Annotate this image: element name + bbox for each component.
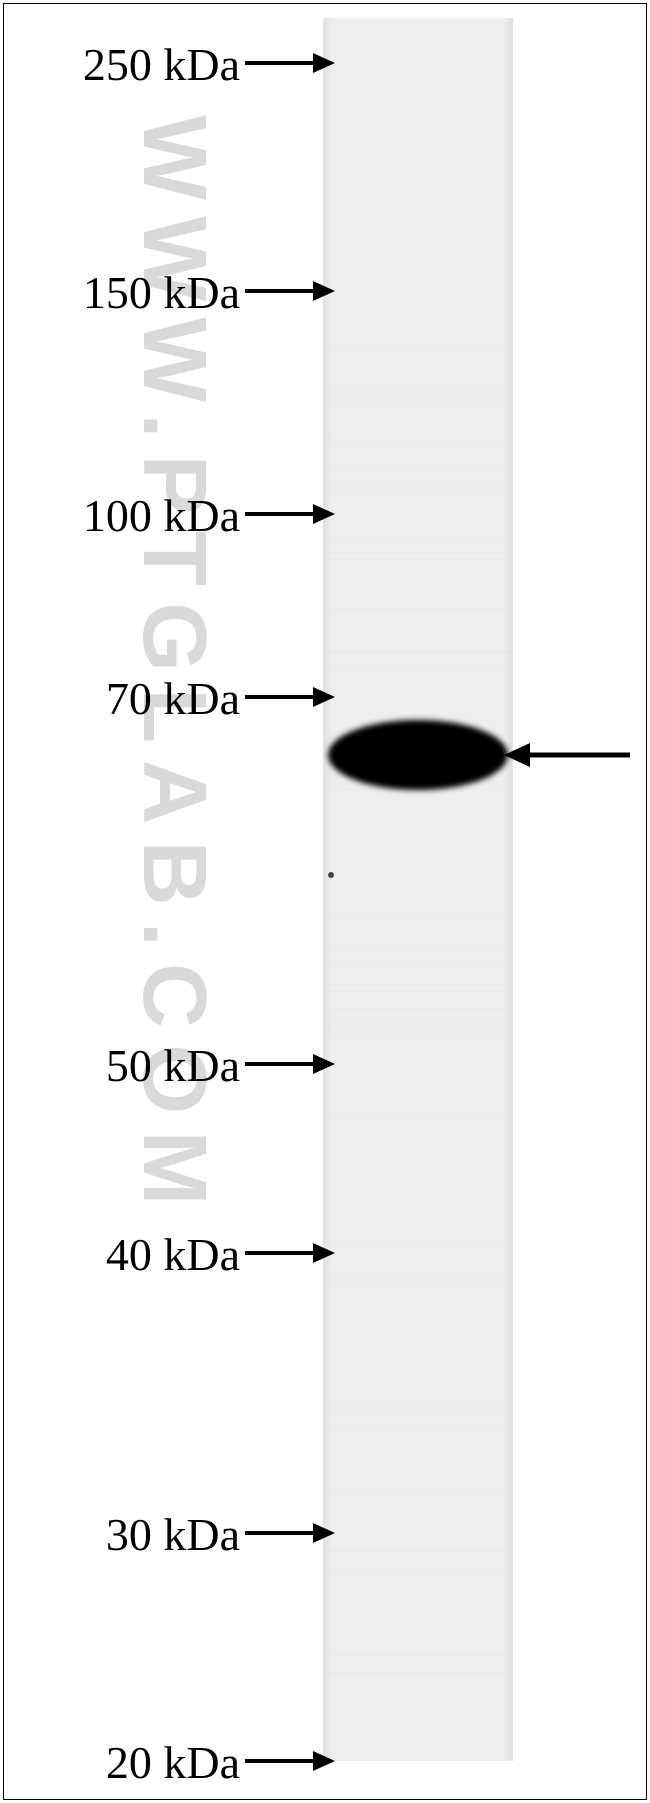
blot-lane <box>323 18 513 1761</box>
mw-marker-arrow-icon <box>245 1052 339 1076</box>
mw-marker-label: 70 kDa <box>106 672 240 725</box>
mw-marker-label: 150 kDa <box>83 266 240 319</box>
mw-marker-label: 30 kDa <box>106 1508 240 1561</box>
mw-marker-label: 20 kDa <box>106 1736 240 1789</box>
mw-marker-label: 40 kDa <box>106 1228 240 1281</box>
mw-marker-label: 50 kDa <box>106 1039 240 1092</box>
mw-marker-arrow-icon <box>245 1749 339 1773</box>
mw-marker-arrow-icon <box>245 51 339 75</box>
mw-marker-arrow-icon <box>245 685 339 709</box>
mw-marker-label: 250 kDa <box>83 38 240 91</box>
speck <box>328 872 334 878</box>
mw-marker-arrow-icon <box>245 502 339 526</box>
band-pointer-arrow <box>502 740 632 770</box>
western-blot-figure: WWW.PTGLAB.COM 250 kDa150 kDa100 kDa70 k… <box>0 0 650 1803</box>
mw-marker-arrow-icon <box>245 1241 339 1265</box>
mw-marker-label: 100 kDa <box>83 489 240 542</box>
mw-marker-arrow-icon <box>245 1521 339 1545</box>
mw-marker-arrow-icon <box>245 279 339 303</box>
